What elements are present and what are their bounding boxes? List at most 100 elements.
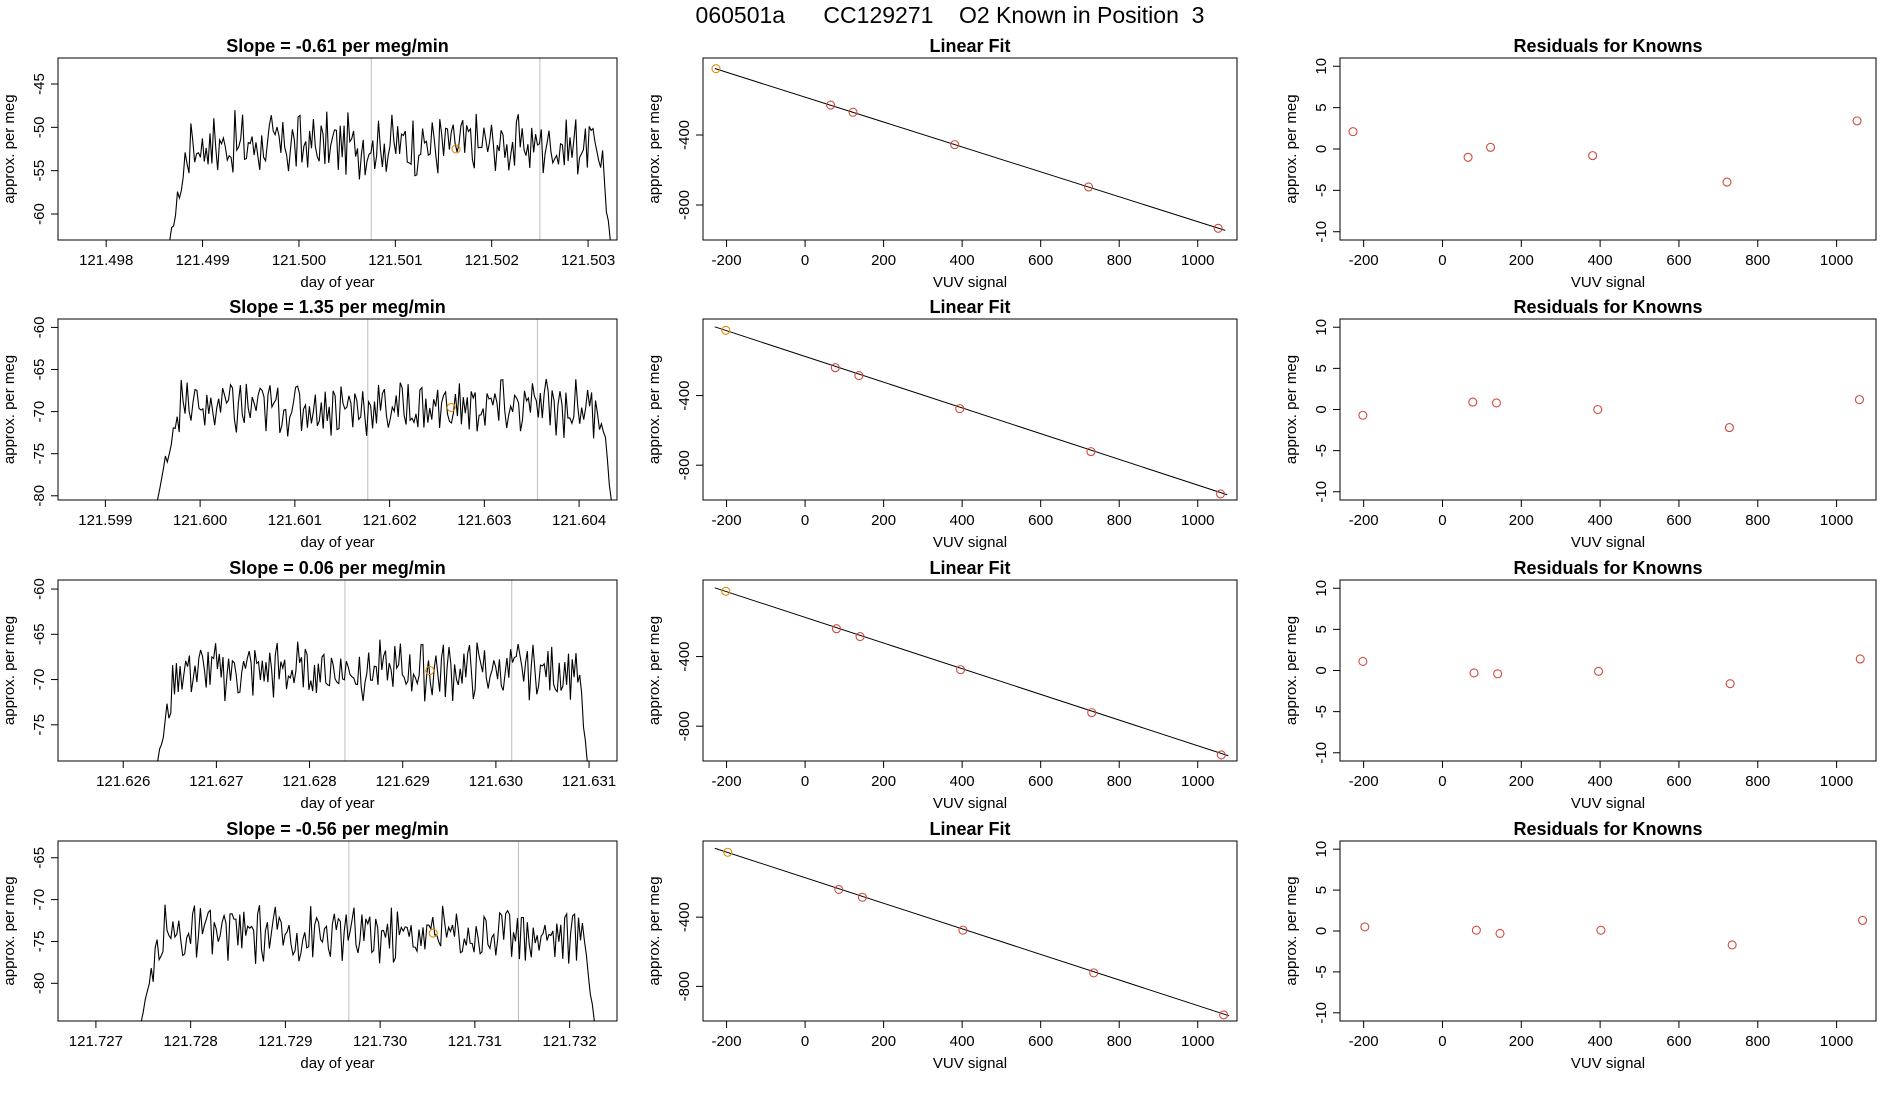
plot-area <box>156 319 612 500</box>
plot-area <box>714 325 1228 499</box>
y-tick-label: -60 <box>31 317 48 339</box>
panel-title: Linear Fit <box>929 36 1010 56</box>
fit-point <box>1219 1010 1229 1020</box>
fit-point <box>854 371 864 381</box>
x-tick-label: 600 <box>1028 1033 1053 1050</box>
x-tick-label: 121.503 <box>561 252 615 269</box>
y-tick-label: -80 <box>31 972 48 994</box>
panel-title: Slope = -0.61 per meg/min <box>226 36 449 56</box>
panel-1-1: Slope = -0.61 per meg/min day of year appr… <box>1 36 618 291</box>
x-tick-label: 121.604 <box>552 512 606 529</box>
fit-point <box>1215 489 1226 499</box>
panel-4-1: Slope = -0.56 per meg/min day of year appr… <box>1 819 618 1072</box>
x-tick-label: 121.731 <box>448 1033 502 1050</box>
y-tick-label: -80 <box>31 485 48 507</box>
x-axis-label: VUV signal <box>933 534 1007 551</box>
plot-frame <box>1339 318 1877 501</box>
y-axis-label: approx. per meg <box>1283 876 1300 985</box>
per-meg-trace <box>140 904 595 1021</box>
plot-frame <box>57 840 618 1022</box>
plot-frame <box>702 579 1238 762</box>
y-tick-label: -75 <box>31 931 48 953</box>
x-axis-label: VUV signal <box>933 274 1007 291</box>
plot-area <box>1358 395 1864 433</box>
y-tick-label: -10 <box>1313 742 1330 764</box>
residual-point <box>1858 915 1868 925</box>
known-marker <box>451 144 461 154</box>
y-tick-label: -400 <box>676 381 693 411</box>
residual-point <box>1471 925 1481 935</box>
plot-area <box>157 580 588 761</box>
x-tick-label: 121.630 <box>469 773 523 790</box>
panel-2-2: Linear Fit VUV signal approx. per meg -200 0… <box>646 297 1238 551</box>
residual-point <box>1358 656 1368 667</box>
residual-point <box>1348 127 1358 137</box>
y-tick-label: -800 <box>676 450 693 480</box>
residual-point <box>1593 404 1603 415</box>
fit-point <box>834 884 844 895</box>
plot-area <box>714 847 1230 1020</box>
y-tick-label: -5 <box>1313 184 1330 197</box>
residual-point <box>1722 177 1732 187</box>
y-tick-label: -55 <box>31 160 48 182</box>
x-axis-label: VUV signal <box>933 795 1007 812</box>
x-tick-label: 121.729 <box>258 1033 312 1050</box>
plot-area <box>1348 116 1862 187</box>
y-tick-label: -70 <box>31 669 48 691</box>
y-tick-label: 0 <box>1313 666 1330 674</box>
x-tick-label: 600 <box>1666 1033 1691 1050</box>
x-tick-label: 800 <box>1745 252 1770 269</box>
x-tick-label: 200 <box>1509 773 1534 790</box>
y-axis-label: approx. per meg <box>646 876 663 985</box>
panel-title: Slope = 1.35 per meg/min <box>229 297 446 317</box>
panel-2-1: Slope = 1.35 per meg/min day of year appro… <box>1 297 618 551</box>
y-tick-label: -10 <box>1313 481 1330 503</box>
x-tick-label: 0 <box>801 1033 809 1050</box>
plot-frame <box>1339 579 1877 762</box>
y-tick-label: -50 <box>31 116 48 138</box>
x-tick-label: 400 <box>950 252 975 269</box>
residual-point <box>1596 925 1606 935</box>
plot-frame <box>1339 840 1877 1022</box>
y-axis-label: approx. per meg <box>1 94 18 203</box>
x-tick-label: 200 <box>871 1033 896 1050</box>
panel-title: Slope = -0.56 per meg/min <box>226 819 449 839</box>
fit-point <box>1213 223 1223 233</box>
panel-title: Slope = 0.06 per meg/min <box>229 558 446 578</box>
residual-point <box>1725 679 1735 689</box>
x-tick-label: 1000 <box>1820 512 1853 529</box>
fit-line <box>714 326 1228 496</box>
y-tick-label: -800 <box>676 711 693 741</box>
x-axis-label: day of year <box>300 795 374 812</box>
y-tick-label: -60 <box>31 203 48 225</box>
residual-point <box>1360 922 1370 932</box>
residual-point <box>1724 423 1734 433</box>
y-tick-label: 10 <box>1313 580 1330 597</box>
x-tick-label: 1000 <box>1820 773 1853 790</box>
x-tick-label: 0 <box>801 773 809 790</box>
y-tick-label: -5 <box>1313 965 1330 978</box>
x-tick-label: 121.732 <box>543 1033 597 1050</box>
y-tick-label: -5 <box>1313 444 1330 457</box>
residual-point <box>1588 151 1598 161</box>
panel-2-3: Residuals for Knowns VUV signal approx. pe… <box>1283 297 1877 551</box>
fit-point <box>826 100 836 110</box>
x-tick-label: 800 <box>1107 773 1132 790</box>
x-tick-label: -200 <box>712 1033 742 1050</box>
x-tick-label: 121.501 <box>368 252 422 269</box>
plot-frame <box>57 318 618 501</box>
y-tick-label: -10 <box>1313 1002 1330 1024</box>
y-tick-label: 0 <box>1313 927 1330 935</box>
known-marker <box>425 665 435 676</box>
x-tick-label: 800 <box>1745 512 1770 529</box>
y-axis-label: approx. per meg <box>646 616 663 725</box>
plot-frame <box>702 840 1238 1022</box>
fit-point <box>956 665 966 675</box>
x-tick-label: 1000 <box>1181 252 1214 269</box>
x-tick-label: 0 <box>1438 512 1446 529</box>
panel-title: Residuals for Knowns <box>1513 558 1702 578</box>
plot-area <box>714 586 1229 760</box>
y-tick-label: -65 <box>31 847 48 869</box>
residual-point <box>1358 410 1368 420</box>
fit-point <box>723 847 733 857</box>
